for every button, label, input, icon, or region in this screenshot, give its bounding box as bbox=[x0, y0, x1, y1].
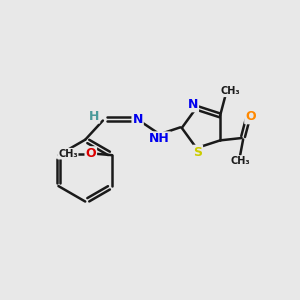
Text: CH₃: CH₃ bbox=[230, 156, 250, 166]
Text: S: S bbox=[193, 146, 202, 159]
Text: N: N bbox=[132, 112, 143, 126]
Text: O: O bbox=[245, 110, 256, 123]
Text: NH: NH bbox=[149, 132, 170, 145]
Text: H: H bbox=[89, 110, 99, 123]
Text: N: N bbox=[188, 98, 198, 111]
Text: CH₃: CH₃ bbox=[221, 86, 241, 96]
Text: CH₃: CH₃ bbox=[58, 149, 78, 159]
Text: O: O bbox=[85, 147, 96, 160]
